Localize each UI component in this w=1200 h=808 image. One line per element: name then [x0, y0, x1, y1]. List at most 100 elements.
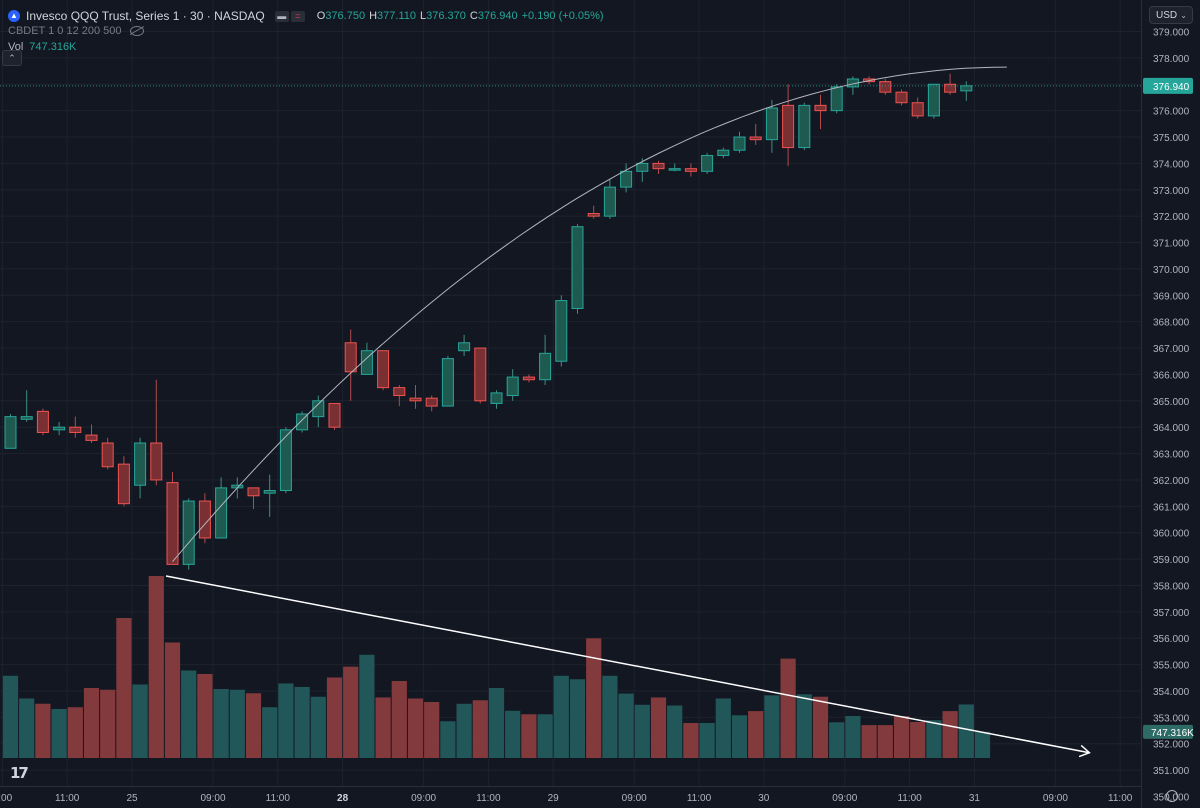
volume-bar	[731, 715, 748, 758]
chevron-down-icon: ⌄	[1180, 11, 1187, 20]
volume-bar	[748, 711, 764, 758]
price-tick-label: 355.000	[1153, 661, 1190, 672]
candle-body	[441, 358, 454, 407]
candle-body	[312, 400, 325, 418]
time-tick-label: 09:00	[1043, 793, 1068, 804]
price-tick-label: 364.000	[1153, 423, 1190, 434]
symbol-row: ▲ Invesco QQQ Trust, Series 1 · 30 · NAS…	[8, 8, 604, 24]
ohlc-value: 377.110	[377, 10, 416, 22]
price-tick-label: 368.000	[1153, 318, 1190, 329]
candle-body	[620, 170, 633, 188]
candle-body	[506, 376, 519, 397]
indicator-row: CBDET 1 0 12 200 500	[8, 25, 144, 37]
volume-bar	[35, 703, 51, 758]
candle-body	[117, 463, 130, 505]
candle-body	[4, 416, 17, 449]
candle-body	[879, 81, 892, 93]
volume-bar	[472, 700, 488, 758]
candle-body	[782, 104, 795, 149]
tradingview-logo-icon[interactable]: 17	[10, 764, 29, 782]
price-tick-label: 366.000	[1153, 370, 1190, 381]
candle-body	[474, 347, 487, 402]
volume-bar	[829, 722, 845, 758]
price-tick-label: 361.000	[1153, 502, 1190, 513]
candle-body	[830, 86, 843, 112]
candle-body	[53, 426, 66, 431]
price-tick-label: 357.000	[1153, 608, 1190, 619]
candle-body	[798, 104, 811, 149]
ohlc-key: C	[469, 10, 478, 22]
volume-bar	[715, 698, 731, 758]
candle-body	[960, 85, 973, 92]
price-tick-label: 376.000	[1153, 107, 1190, 118]
collapse-legend-button[interactable]: ⌃	[2, 50, 22, 66]
currency-select[interactable]: USD ⌄	[1149, 6, 1193, 24]
time-tick-label: 11:00	[1108, 793, 1133, 804]
equals-icon[interactable]: =	[290, 10, 305, 22]
volume-bar	[618, 693, 634, 758]
candle-body	[814, 104, 827, 112]
chart-legend: ▲ Invesco QQQ Trust, Series 1 · 30 · NAS…	[8, 8, 604, 53]
price-tick-label: 367.000	[1153, 344, 1190, 355]
eye-hidden-icon[interactable]	[129, 26, 144, 36]
candle-body	[490, 392, 503, 404]
price-tick-label: 379.000	[1153, 28, 1190, 39]
volume-bar	[488, 688, 505, 758]
candle-body	[944, 83, 957, 93]
volume-bar	[505, 710, 521, 758]
arc-annotation	[172, 66, 1007, 563]
arrow-head-icon	[1078, 744, 1091, 758]
volume-bar	[893, 716, 910, 758]
price-tick-label: 362.000	[1153, 476, 1190, 487]
indicator-name[interactable]: CBDET 1 0 12 200 500	[8, 25, 122, 37]
volume-bar	[67, 707, 83, 758]
price-tick-label: 371.000	[1153, 239, 1190, 250]
volume-bar	[294, 686, 310, 758]
candle-body	[587, 213, 600, 217]
volume-bar	[974, 731, 991, 758]
candle-body	[749, 136, 762, 141]
candle-body	[717, 149, 730, 156]
trend-arrow-line	[165, 575, 1090, 754]
candle-body	[911, 102, 924, 117]
candle-body	[377, 350, 390, 389]
ohlc-values: O376.750 H377.110 L376.370 C376.940 +0.190 (…	[317, 10, 604, 22]
candle-body	[263, 490, 276, 494]
volume-bar	[116, 618, 132, 758]
currency-value: USD	[1156, 10, 1178, 21]
volume-bar	[683, 723, 699, 758]
candle-body	[668, 168, 681, 171]
candle-body	[279, 429, 292, 491]
volume-bar	[407, 698, 424, 758]
volume-bar	[926, 720, 942, 758]
candle-body	[652, 162, 665, 170]
time-tick-label: 09:00	[832, 793, 857, 804]
time-tick-label: 11:00	[55, 793, 80, 804]
volume-bar	[132, 684, 148, 758]
volume-bar	[2, 675, 19, 758]
time-tick-label: 28	[337, 793, 349, 804]
candle-body	[328, 402, 341, 428]
symbol-title[interactable]: Invesco QQQ Trust, Series 1 · 30 · NASDA…	[26, 9, 265, 23]
volume-bar	[586, 638, 602, 758]
candle-body	[636, 162, 649, 172]
minus-icon[interactable]: ▬	[274, 10, 289, 22]
symbol-logo-icon[interactable]: ▲	[8, 10, 20, 22]
time-tick-label: 09:00	[200, 793, 225, 804]
volume-bar	[553, 675, 569, 758]
volume-bar	[424, 702, 440, 758]
volume-bar	[245, 693, 262, 758]
candle-body	[522, 376, 535, 381]
volume-bar	[537, 714, 553, 758]
candle-body	[603, 186, 616, 217]
price-tick-label: 365.000	[1153, 397, 1190, 408]
price-tick-label: 358.000	[1153, 581, 1190, 592]
price-tick-label: 356.000	[1153, 634, 1190, 645]
gear-icon[interactable]	[1166, 790, 1178, 802]
price-tick-label: 360.000	[1153, 529, 1190, 540]
volume-bar	[19, 698, 35, 758]
ohlc-item: L376.370	[420, 10, 466, 22]
time-tick-label: 09:00	[411, 793, 436, 804]
volume-last-label: 747.316K	[1151, 728, 1194, 739]
